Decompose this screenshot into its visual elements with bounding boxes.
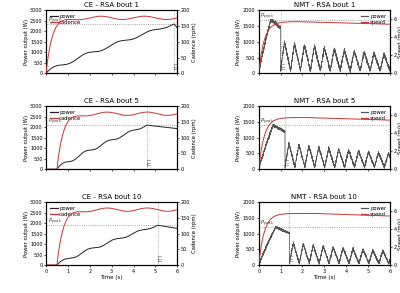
- X-axis label: Time (s): Time (s): [100, 275, 123, 280]
- Y-axis label: Cadence (rpm): Cadence (rpm): [192, 214, 196, 253]
- Y-axis label: Speed (m/s): Speed (m/s): [398, 122, 400, 154]
- Y-axis label: Power output (W): Power output (W): [24, 115, 29, 161]
- Y-axis label: Power output (W): Power output (W): [236, 115, 241, 161]
- Title: CE - RSA bout 1: CE - RSA bout 1: [84, 2, 139, 8]
- Y-axis label: Speed (m/s): Speed (m/s): [398, 217, 400, 250]
- Text: $P_{peak}$: $P_{peak}$: [260, 219, 275, 229]
- Title: NMT - RSA bout 10: NMT - RSA bout 10: [292, 194, 357, 200]
- Legend: power, speed: power, speed: [360, 109, 387, 122]
- Y-axis label: Power output (W): Power output (W): [24, 211, 29, 257]
- Legend: power, cadence: power, cadence: [49, 13, 82, 26]
- Title: NMT - RSA bout 5: NMT - RSA bout 5: [294, 98, 355, 104]
- Y-axis label: Speed (m/s): Speed (m/s): [398, 26, 400, 58]
- Legend: power, cadence: power, cadence: [49, 109, 82, 122]
- Title: CE - RSA bout 5: CE - RSA bout 5: [84, 98, 139, 104]
- Text: $P_{peak}$: $P_{peak}$: [260, 11, 275, 22]
- Text: TTT: TTT: [175, 63, 180, 71]
- Text: $P_{peak}$: $P_{peak}$: [48, 217, 62, 227]
- Legend: power, speed: power, speed: [360, 13, 387, 26]
- Text: $P_{peak}$: $P_{peak}$: [48, 16, 62, 26]
- Y-axis label: Cadence (rpm): Cadence (rpm): [192, 22, 196, 62]
- Text: $P_{peak}$: $P_{peak}$: [48, 117, 62, 127]
- Legend: power, cadence: power, cadence: [49, 205, 82, 218]
- Text: TTT: TTT: [290, 255, 296, 263]
- X-axis label: Time (s): Time (s): [313, 275, 336, 280]
- Text: TTT: TTT: [159, 255, 164, 263]
- Title: NMT - RSA bout 1: NMT - RSA bout 1: [294, 2, 355, 8]
- Title: CE - RSA bout 10: CE - RSA bout 10: [82, 194, 141, 200]
- Text: $P_{peak}$: $P_{peak}$: [260, 117, 275, 127]
- Text: TTT: TTT: [148, 159, 153, 167]
- Text: TTT: TTT: [286, 159, 291, 167]
- Legend: power, speed: power, speed: [360, 205, 387, 218]
- Y-axis label: Power output (W): Power output (W): [236, 19, 241, 65]
- Text: TTT: TTT: [282, 63, 287, 71]
- Y-axis label: Cadence (rpm): Cadence (rpm): [192, 118, 196, 158]
- Y-axis label: Power output (W): Power output (W): [24, 19, 29, 65]
- Y-axis label: Power output (W): Power output (W): [236, 211, 241, 257]
